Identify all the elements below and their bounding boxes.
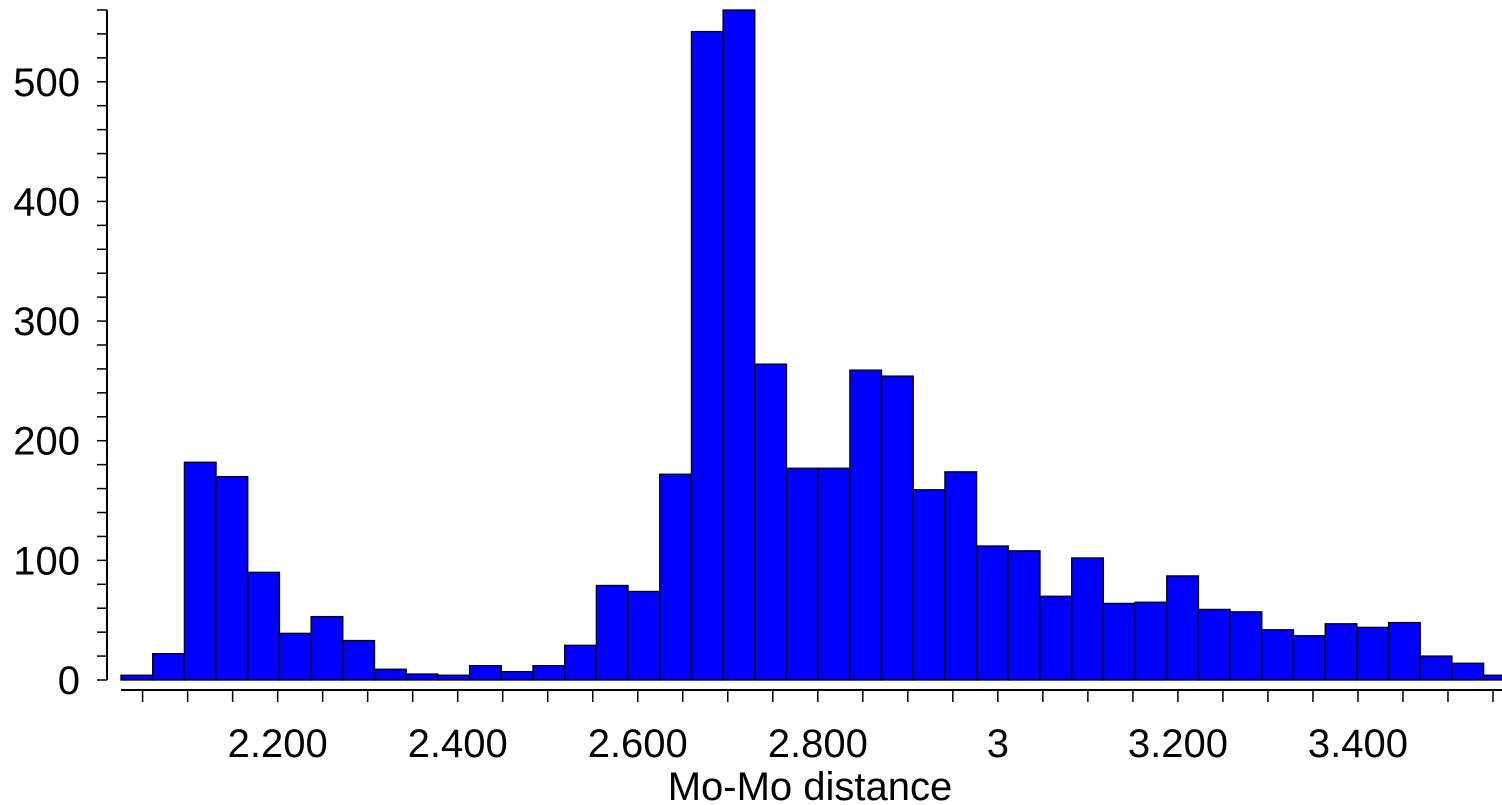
histogram-bar: [1356, 626, 1390, 681]
histogram-bar: [183, 461, 217, 681]
histogram-bar: [373, 668, 407, 681]
histogram-bar: [595, 584, 629, 681]
histogram-bar: [1197, 608, 1231, 681]
histogram-bar: [722, 9, 756, 681]
histogram-bar: [1166, 575, 1200, 681]
histogram-bar: [1134, 601, 1168, 681]
x-tick-label: 3.200: [1128, 722, 1228, 766]
histogram-bar: [437, 674, 471, 681]
y-tick-label: 500: [13, 61, 80, 105]
histogram-bar: [532, 664, 566, 681]
histogram-bar: [1007, 550, 1041, 681]
y-tick-label: 300: [13, 300, 80, 344]
x-tick-label: 3: [987, 722, 1009, 766]
histogram-bar: [627, 590, 661, 681]
bars-group: [120, 9, 1502, 681]
histogram-bar: [785, 467, 819, 681]
histogram-bar: [754, 363, 788, 681]
y-tick-label: 100: [13, 539, 80, 583]
histogram-bar: [1071, 557, 1105, 681]
histogram-bar: [1039, 595, 1073, 681]
histogram-bar: [912, 489, 946, 681]
histogram-bar: [215, 475, 249, 681]
histogram-bar: [944, 471, 978, 681]
x-tick-label: 2.800: [768, 722, 868, 766]
x-axis-title: Mo-Mo distance: [668, 765, 953, 805]
histogram-bar: [690, 30, 724, 681]
x-tick-label: 2.600: [588, 722, 688, 766]
x-tick-label: 2.200: [228, 722, 328, 766]
histogram-bar: [1387, 621, 1421, 681]
histogram-bar: [342, 639, 376, 681]
histogram-bar: [564, 644, 597, 681]
histogram-bar: [247, 571, 281, 681]
histogram-bar: [1229, 611, 1263, 681]
x-tick-label: 3.400: [1308, 722, 1408, 766]
histogram-bar: [1102, 602, 1136, 681]
y-ticks-group: 0 100 200 300 400 500: [13, 9, 107, 703]
histogram-bar: [500, 670, 534, 681]
histogram-bar: [975, 545, 1009, 681]
x-tick-label: 2.400: [408, 722, 508, 766]
histogram-bar: [1451, 662, 1485, 681]
histogram-bar: [1419, 655, 1453, 681]
histogram-bar: [1324, 623, 1358, 681]
histogram-bar: [1482, 674, 1502, 681]
histogram-bar: [1292, 635, 1326, 681]
y-tick-label: 0: [58, 659, 80, 703]
histogram-bar: [152, 653, 186, 681]
histogram-bar: [817, 467, 851, 681]
histogram-bar: [468, 664, 502, 681]
histogram-bar: [278, 632, 312, 681]
y-tick-label: 200: [13, 420, 80, 464]
y-tick-label: 400: [13, 180, 80, 224]
histogram-bar: [849, 369, 883, 681]
histogram-bar: [120, 674, 154, 681]
histogram-bar: [659, 473, 693, 681]
histogram-bar: [310, 615, 344, 681]
x-ticks-group: 2.200 2.400 2.600 2.800 3 3.200 3.400: [141, 690, 1494, 766]
histogram-bar: [405, 673, 439, 681]
histogram-bar: [880, 375, 914, 681]
histogram-bar: [1261, 629, 1295, 681]
